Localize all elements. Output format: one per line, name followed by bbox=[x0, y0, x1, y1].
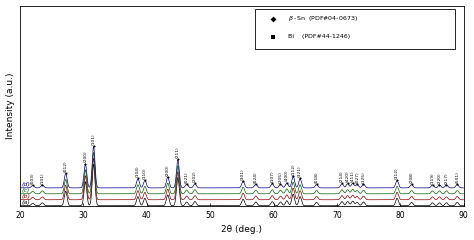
Text: (d): (d) bbox=[21, 182, 30, 187]
Text: (200): (200) bbox=[83, 151, 87, 162]
Text: (021): (021) bbox=[185, 171, 189, 183]
Text: (321): (321) bbox=[298, 166, 302, 177]
Text: (214): (214) bbox=[340, 171, 344, 182]
Text: (018): (018) bbox=[315, 172, 319, 183]
Text: (400): (400) bbox=[285, 170, 289, 181]
Text: $\beta$ -Sn  (PDF#04-0673): $\beta$ -Sn (PDF#04-0673) bbox=[288, 14, 358, 23]
Text: (a): (a) bbox=[21, 200, 30, 205]
Text: Bi    (PDF#44-1246): Bi (PDF#44-1246) bbox=[288, 34, 351, 39]
Text: (110): (110) bbox=[143, 167, 147, 179]
Text: (107): (107) bbox=[270, 171, 274, 182]
Text: (b): (b) bbox=[21, 194, 30, 199]
Text: (312): (312) bbox=[395, 167, 399, 179]
Text: (101): (101) bbox=[91, 133, 96, 145]
Text: (420): (420) bbox=[346, 171, 350, 182]
Text: (217): (217) bbox=[445, 172, 448, 184]
Text: (211): (211) bbox=[176, 147, 180, 158]
Text: (112): (112) bbox=[291, 163, 295, 175]
Text: (200): (200) bbox=[166, 164, 170, 176]
Y-axis label: Intensity (a.u.): Intensity (a.u.) bbox=[6, 72, 15, 139]
Text: (003): (003) bbox=[31, 172, 35, 184]
X-axis label: 2θ (deg.): 2θ (deg.) bbox=[221, 225, 262, 234]
Text: (012): (012) bbox=[64, 160, 68, 172]
Text: (205): (205) bbox=[279, 171, 283, 183]
Text: (301): (301) bbox=[241, 168, 245, 180]
Text: (104): (104) bbox=[136, 166, 140, 177]
Text: (220): (220) bbox=[438, 172, 441, 184]
Text: (501): (501) bbox=[455, 171, 459, 183]
Text: (024): (024) bbox=[254, 171, 258, 183]
Text: (208): (208) bbox=[410, 172, 414, 183]
Text: (411): (411) bbox=[351, 170, 355, 182]
Text: (c): (c) bbox=[21, 188, 29, 193]
Text: (202): (202) bbox=[193, 171, 197, 182]
Text: (119): (119) bbox=[430, 172, 435, 184]
Text: (101): (101) bbox=[40, 172, 44, 184]
Text: (125): (125) bbox=[362, 171, 365, 183]
FancyBboxPatch shape bbox=[255, 9, 455, 49]
Text: (027): (027) bbox=[355, 172, 359, 183]
